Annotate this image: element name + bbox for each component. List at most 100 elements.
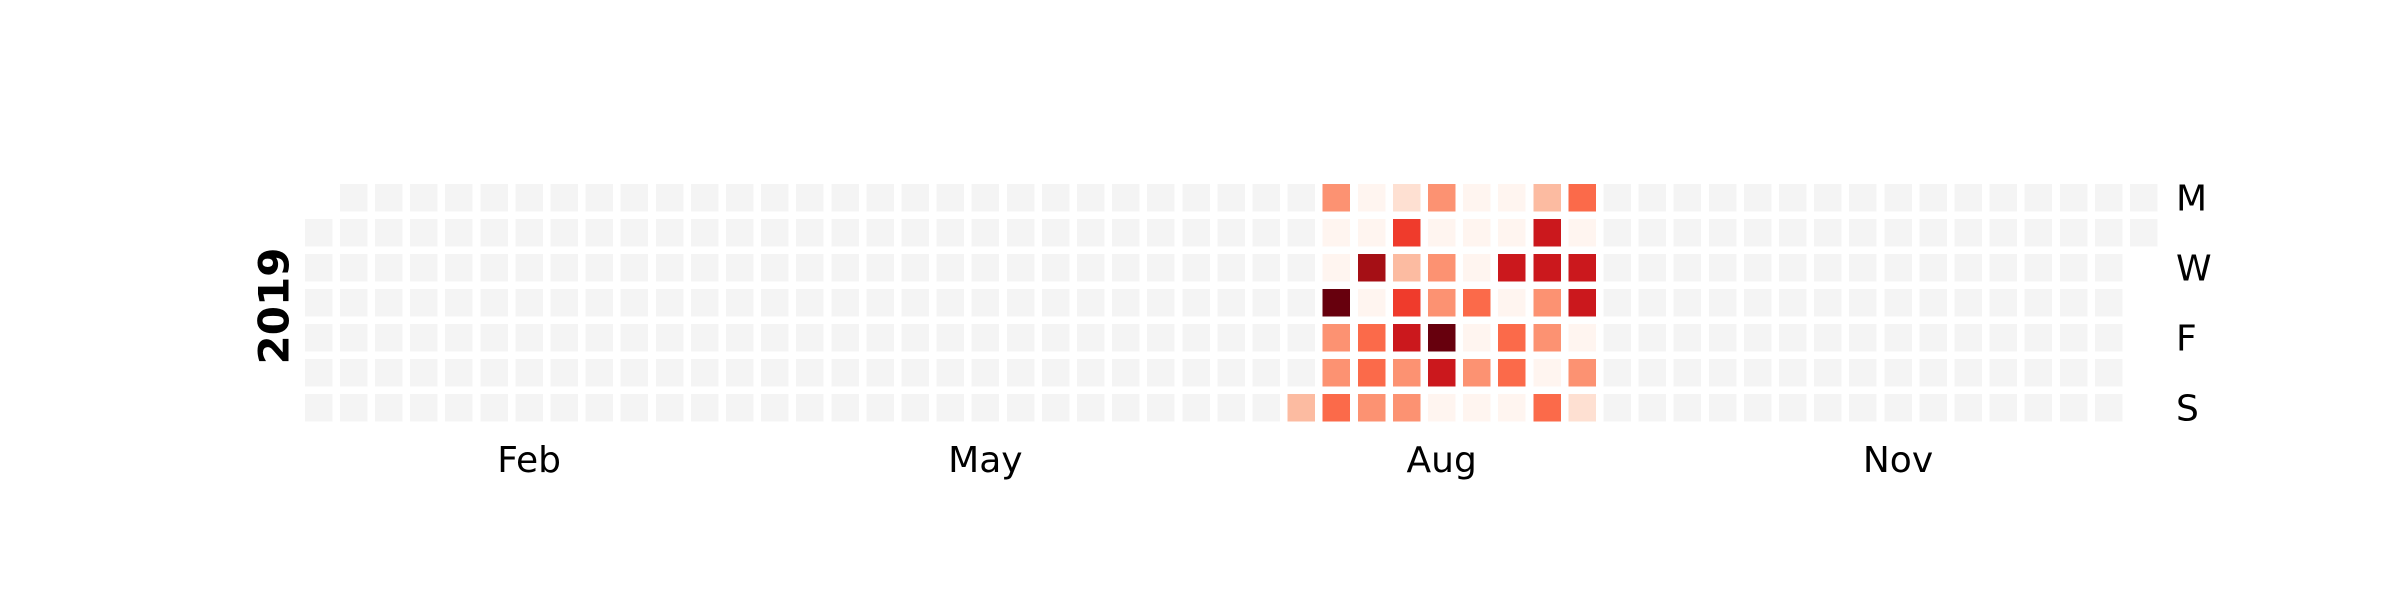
- heatmap-cell: [511, 355, 547, 390]
- heatmap-cell: [897, 180, 933, 215]
- heatmap-cell: [336, 355, 371, 390]
- heatmap-cell: [1950, 320, 1986, 355]
- heatmap-cell: [1319, 285, 1354, 320]
- heatmap-cell: [1986, 250, 2021, 285]
- heatmap-cell: [687, 285, 722, 320]
- heatmap-cell: [1986, 215, 2021, 250]
- heatmap-cell: [1213, 180, 1249, 215]
- heatmap-cell: [1740, 320, 1775, 355]
- heatmap-cell: [1038, 390, 1073, 425]
- heatmap-cell: [546, 355, 582, 390]
- heatmap-cell: [1494, 180, 1530, 215]
- heatmap-cell: [1319, 215, 1354, 250]
- heatmap-cell: [582, 285, 617, 320]
- heatmap-cell: [1284, 250, 1319, 285]
- heatmap-cell: [582, 320, 617, 355]
- heatmap-cell: [1915, 250, 1951, 285]
- heatmap-cell: [862, 215, 898, 250]
- heatmap-cell: [1705, 215, 1740, 250]
- heatmap-cell: [1775, 215, 1810, 250]
- heatmap-cell: [1740, 355, 1775, 390]
- heatmap-cell: [582, 215, 617, 250]
- heatmap-cell: [406, 285, 442, 320]
- heatmap-cell: [336, 285, 371, 320]
- heatmap-cell: [301, 320, 336, 355]
- heatmap-cell: [617, 390, 652, 425]
- heatmap-cell: [1670, 320, 1705, 355]
- heatmap-cell: [476, 320, 512, 355]
- heatmap-cell: [1529, 320, 1565, 355]
- heatmap-cell: [1810, 390, 1846, 425]
- heatmap-cell: [792, 285, 828, 320]
- heatmap-cell: [1143, 250, 1179, 285]
- heatmap-cell: [1740, 390, 1775, 425]
- heatmap-cell: [687, 355, 722, 390]
- heatmap-cell: [1845, 180, 1881, 215]
- heatmap-cell: [933, 180, 968, 215]
- heatmap-cell: [511, 320, 547, 355]
- heatmap-cells: [301, 180, 2161, 425]
- heatmap-cell: [968, 355, 1003, 390]
- heatmap-cell: [968, 180, 1003, 215]
- heatmap-cell: [897, 355, 933, 390]
- heatmap-cell: [862, 390, 898, 425]
- heatmap-cell: [1248, 285, 1284, 320]
- heatmap-cell: [1845, 355, 1881, 390]
- heatmap-cell: [1705, 390, 1740, 425]
- heatmap-cell: [722, 390, 757, 425]
- heatmap-cell: [897, 215, 933, 250]
- heatmap-cell: [757, 390, 793, 425]
- heatmap-cell: [1354, 355, 1389, 390]
- heatmap-cell: [1143, 320, 1179, 355]
- heatmap-cell: [1564, 250, 1600, 285]
- heatmap-cell: [582, 180, 617, 215]
- heatmap-cell: [617, 355, 652, 390]
- heatmap-cell: [371, 355, 406, 390]
- heatmap-cell: [1284, 355, 1319, 390]
- heatmap-cell: [371, 215, 406, 250]
- heatmap-cell: [1705, 285, 1740, 320]
- heatmap-cell: [2091, 285, 2126, 320]
- heatmap-cell: [336, 180, 371, 215]
- heatmap-cell: [406, 215, 442, 250]
- heatmap-cell: [1284, 180, 1319, 215]
- heatmap-cell: [1775, 355, 1810, 390]
- heatmap-cell: [1599, 215, 1635, 250]
- heatmap-cell: [1635, 180, 1670, 215]
- heatmap-cell: [546, 320, 582, 355]
- heatmap-cell: [1775, 250, 1810, 285]
- heatmap-cell: [1599, 285, 1635, 320]
- heatmap-cell: [1705, 320, 1740, 355]
- year-label: 2019: [250, 248, 299, 365]
- day-label: F: [2176, 319, 2197, 360]
- heatmap-cell: [1143, 285, 1179, 320]
- heatmap-cell: [897, 250, 933, 285]
- heatmap-cell: [301, 355, 336, 390]
- heatmap-cell: [1213, 250, 1249, 285]
- heatmap-cell: [2056, 355, 2091, 390]
- heatmap-cell: [371, 320, 406, 355]
- heatmap-cell: [1354, 250, 1389, 285]
- heatmap-cell: [1564, 355, 1600, 390]
- heatmap-cell: [1319, 180, 1354, 215]
- heatmap-cell: [933, 215, 968, 250]
- heatmap-cell: [1319, 355, 1354, 390]
- heatmap-cell: [652, 285, 687, 320]
- heatmap-cell: [617, 320, 652, 355]
- heatmap-cell: [1143, 215, 1179, 250]
- heatmap-cell: [1389, 250, 1424, 285]
- heatmap-cell: [1564, 215, 1600, 250]
- heatmap-cell: [1248, 215, 1284, 250]
- heatmap-cell: [371, 180, 406, 215]
- heatmap-cell: [1635, 390, 1670, 425]
- heatmap-cell: [1038, 215, 1073, 250]
- heatmap-cell: [897, 285, 933, 320]
- heatmap-cell: [1213, 215, 1249, 250]
- heatmap-cell: [687, 215, 722, 250]
- heatmap-cell: [1143, 180, 1179, 215]
- heatmap-cell: [652, 180, 687, 215]
- heatmap-cell: [1810, 355, 1846, 390]
- heatmap-cell: [1459, 250, 1495, 285]
- heatmap-cell: [1248, 180, 1284, 215]
- heatmap-cell: [406, 320, 442, 355]
